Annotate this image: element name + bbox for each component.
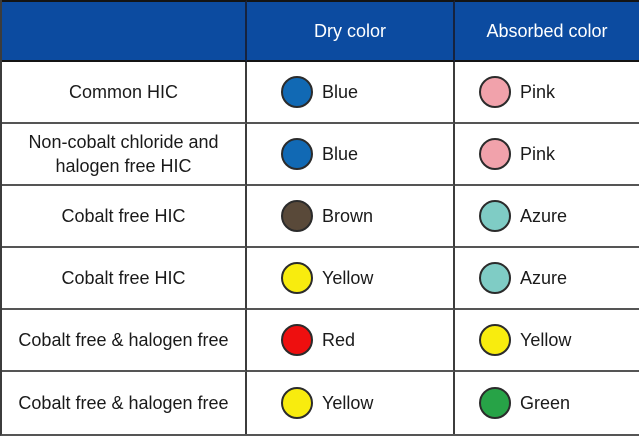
absorbed-color-cell: Pink bbox=[455, 124, 639, 186]
absorbed-color-cell: Green bbox=[455, 372, 639, 434]
absorbed-color-swatch-icon bbox=[479, 324, 511, 356]
row-name-cell: Cobalt free HIC bbox=[2, 186, 247, 248]
header-absorbed-label: Absorbed color bbox=[486, 20, 608, 41]
absorbed-color-swatch-icon bbox=[479, 262, 511, 294]
row-name-label: Non-cobalt chloride and halogen free HIC bbox=[28, 131, 219, 176]
dry-color-cell: Red bbox=[247, 310, 455, 372]
absorbed-color-label: Pink bbox=[520, 81, 556, 102]
dry-color-swatch-icon bbox=[281, 138, 313, 170]
dry-color-cell: Brown bbox=[247, 186, 455, 248]
dry-color-swatch-icon bbox=[281, 200, 313, 232]
row-name-label: Cobalt free HIC bbox=[61, 205, 186, 226]
dry-color-cell: Yellow bbox=[247, 372, 455, 434]
row-name-label: Common HIC bbox=[68, 81, 179, 102]
dry-color-label: Brown bbox=[322, 205, 374, 226]
dry-color-swatch-icon bbox=[281, 324, 313, 356]
header-dry-label: Dry color bbox=[313, 20, 386, 41]
dry-color-label: Yellow bbox=[322, 392, 374, 413]
dry-color-swatch-icon bbox=[281, 262, 313, 294]
row-name-cell: Non-cobalt chloride and halogen free HIC bbox=[2, 124, 247, 186]
dry-color-label: Red bbox=[322, 329, 356, 350]
absorbed-color-swatch-icon bbox=[479, 76, 511, 108]
row-name-cell: Cobalt free & halogen free bbox=[2, 310, 247, 372]
absorbed-color-cell: Yellow bbox=[455, 310, 639, 372]
absorbed-color-swatch-icon bbox=[479, 138, 511, 170]
absorbed-color-cell: Azure bbox=[455, 248, 639, 310]
dry-color-label: Blue bbox=[322, 81, 359, 102]
absorbed-color-label: Azure bbox=[520, 267, 568, 288]
header-cell-name bbox=[2, 0, 247, 62]
absorbed-color-label: Yellow bbox=[520, 329, 572, 350]
absorbed-color-label: Green bbox=[520, 392, 571, 413]
absorbed-color-cell: Pink bbox=[455, 62, 639, 124]
dry-color-label: Yellow bbox=[322, 267, 374, 288]
header-cell-absorbed: Absorbed color bbox=[455, 0, 639, 62]
row-name-label: Cobalt free & halogen free bbox=[18, 329, 229, 350]
dry-color-label: Blue bbox=[322, 143, 359, 164]
dry-color-cell: Blue bbox=[247, 124, 455, 186]
header-cell-dry: Dry color bbox=[247, 0, 455, 62]
row-name-label: Cobalt free & halogen free bbox=[18, 392, 229, 413]
dry-color-swatch-icon bbox=[281, 76, 313, 108]
row-name-cell: Cobalt free HIC bbox=[2, 248, 247, 310]
row-name-label: Cobalt free HIC bbox=[61, 267, 186, 288]
row-name-cell: Common HIC bbox=[2, 62, 247, 124]
absorbed-color-label: Azure bbox=[520, 205, 568, 226]
absorbed-color-label: Pink bbox=[520, 143, 556, 164]
absorbed-color-swatch-icon bbox=[479, 387, 511, 419]
dry-color-cell: Yellow bbox=[247, 248, 455, 310]
absorbed-color-cell: Azure bbox=[455, 186, 639, 248]
absorbed-color-swatch-icon bbox=[479, 200, 511, 232]
dry-color-swatch-icon bbox=[281, 387, 313, 419]
dry-color-cell: Blue bbox=[247, 62, 455, 124]
row-name-cell: Cobalt free & halogen free bbox=[2, 372, 247, 434]
